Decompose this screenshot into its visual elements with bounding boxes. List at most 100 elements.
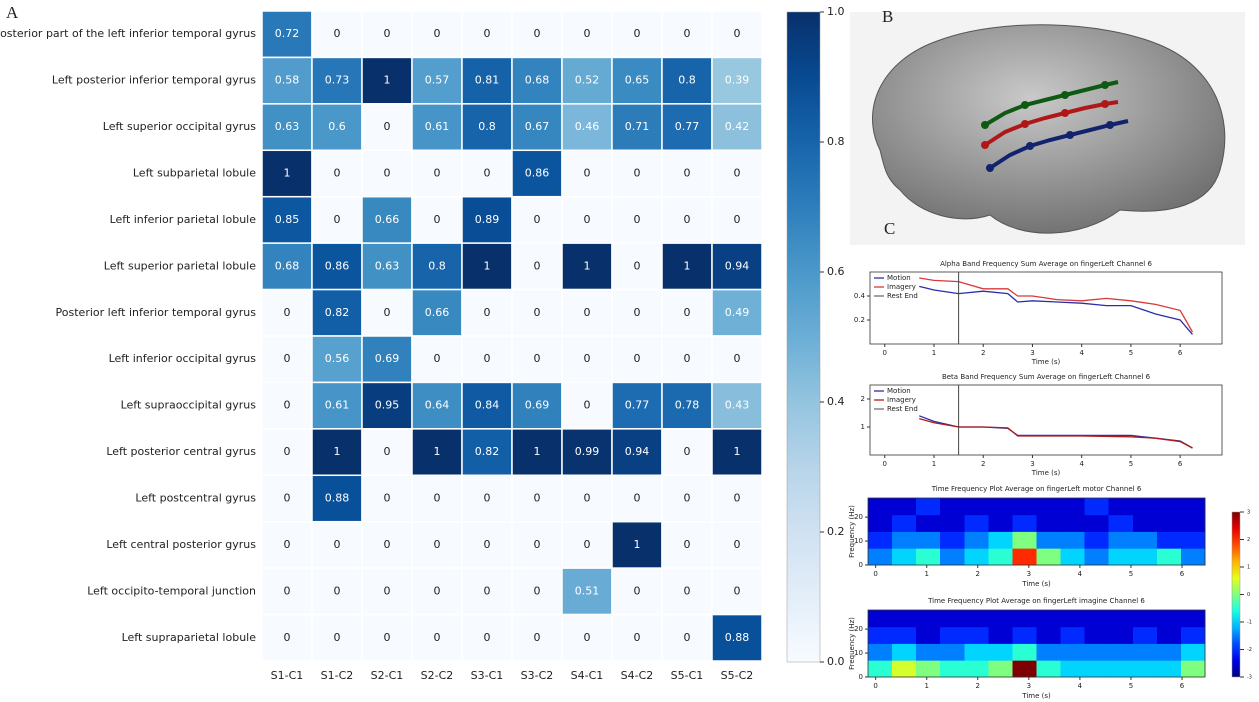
row-label: Left supraoccipital gyrus [121, 399, 257, 412]
colorbar-tick-label: -3 [1247, 675, 1252, 681]
spectrogram-cell [1013, 644, 1037, 661]
cell-label: 0 [284, 538, 291, 551]
cell-label: 0.39 [725, 74, 750, 87]
cell-label: 0.69 [525, 399, 550, 412]
spectrogram-cell [1157, 515, 1181, 532]
spectrogram-cell [916, 627, 940, 644]
cell-label: 0 [684, 213, 691, 226]
spectrogram-cell [1060, 532, 1084, 549]
cell-label: 0 [334, 584, 341, 597]
spectrogram-cell [1084, 498, 1108, 515]
spectrogram-cell [868, 498, 892, 515]
spectrogram-cell [989, 532, 1013, 549]
cell-label: 0 [584, 213, 591, 226]
cell-label: 0 [684, 492, 691, 505]
spectrogram-cell [916, 548, 940, 565]
spectrogram-cell [892, 532, 916, 549]
panel-label: A [6, 3, 19, 22]
row-label: Left subparietal lobule [133, 167, 256, 180]
cell-label: 0 [434, 27, 441, 40]
spectrogram-cell [1013, 548, 1037, 565]
spectrogram-cell [1133, 610, 1157, 627]
spectrogram-cell [1157, 498, 1181, 515]
spectrogram-cell [1037, 644, 1061, 661]
cell-label: 0.99 [575, 445, 600, 458]
cell-label: 0 [534, 584, 541, 597]
legend-label: Motion [887, 387, 911, 395]
cell-label: 0 [384, 538, 391, 551]
cell-label: 1 [484, 259, 491, 272]
spectrogram-cell [940, 627, 965, 644]
spectrogram-cell [940, 548, 965, 565]
colorbar-tick-label: 0 [1247, 592, 1250, 598]
x-tick-label: 4 [1078, 682, 1083, 690]
spectrogram-cell [1181, 532, 1205, 549]
x-tick-label: 4 [1079, 460, 1084, 468]
spectrogram-cell [940, 644, 965, 661]
cell-label: 0 [584, 399, 591, 412]
spectrogram-cell [965, 515, 989, 532]
x-tick-label: 0 [883, 460, 887, 468]
x-tick-label: 6 [1178, 460, 1183, 468]
cell-label: 0.94 [725, 259, 750, 272]
cell-label: 0 [734, 492, 741, 505]
x-axis-label: Time (s) [1021, 692, 1051, 700]
colorbar-tick-label: 0.0 [827, 655, 845, 668]
cell-label: 0.69 [375, 352, 400, 365]
spectrogram-cell [1060, 627, 1084, 644]
spectrogram-cell [916, 532, 940, 549]
column-label: S3-C1 [471, 669, 504, 682]
cell-label: 0 [584, 631, 591, 644]
cell-label: 0 [384, 306, 391, 319]
cell-label: 1 [284, 167, 291, 180]
spectrogram-cell [1108, 532, 1133, 549]
cell-label: 0.46 [575, 120, 600, 133]
cell-label: 0.71 [625, 120, 650, 133]
spectrogram-cell [1181, 498, 1205, 515]
cell-label: 0.61 [325, 399, 350, 412]
cell-label: 0 [534, 631, 541, 644]
spectrogram-cell [892, 498, 916, 515]
cell-label: 0 [684, 352, 691, 365]
x-tick-label: 1 [932, 460, 936, 468]
cell-label: 0 [684, 27, 691, 40]
cell-label: 0 [734, 213, 741, 226]
column-label: S3-C2 [521, 669, 554, 682]
cell-label: 0.84 [475, 399, 500, 412]
cell-label: 0.8 [428, 259, 446, 272]
cell-label: 0.78 [675, 399, 700, 412]
spectrogram-cell [892, 610, 916, 627]
cell-label: 1 [584, 259, 591, 272]
cell-label: 0.64 [425, 399, 450, 412]
y-axis-label: Frequency (Hz) [848, 617, 856, 670]
spectrogram-cell [989, 515, 1013, 532]
spectrogram-cell [1108, 627, 1133, 644]
spectrogram-cell [916, 644, 940, 661]
cell-label: 0 [584, 538, 591, 551]
spectrogram-cell [1084, 610, 1108, 627]
cell-label: 0.61 [425, 120, 450, 133]
cell-label: 0 [384, 631, 391, 644]
spectrogram-cell [1060, 644, 1084, 661]
cell-label: 1 [434, 445, 441, 458]
colorbar-tick-label: 1 [1247, 565, 1250, 571]
spectrogram-cell [868, 610, 892, 627]
cell-label: 0 [634, 492, 641, 505]
cell-label: 0 [334, 631, 341, 644]
spectrogram-cell [989, 627, 1013, 644]
x-tick-label: 1 [924, 570, 928, 578]
spectrogram-cell [965, 627, 989, 644]
spectrogram-cell [1181, 644, 1205, 661]
row-label: Left superior occipital gyrus [103, 120, 256, 133]
spectrogram-cell [1037, 498, 1061, 515]
cell-label: 0 [384, 120, 391, 133]
spectrogram-cell [1181, 515, 1205, 532]
row-label: Posterior left inferior temporal gyrus [56, 306, 257, 319]
spectrogram-cell [1060, 660, 1084, 677]
spectrogram-cell [916, 515, 940, 532]
colorbar-tick-label: 2 [1247, 537, 1250, 543]
x-axis-label: Time (s) [1031, 469, 1061, 477]
x-tick-label: 6 [1180, 570, 1185, 578]
spectrogram-cell [989, 548, 1013, 565]
cell-label: 0 [284, 584, 291, 597]
